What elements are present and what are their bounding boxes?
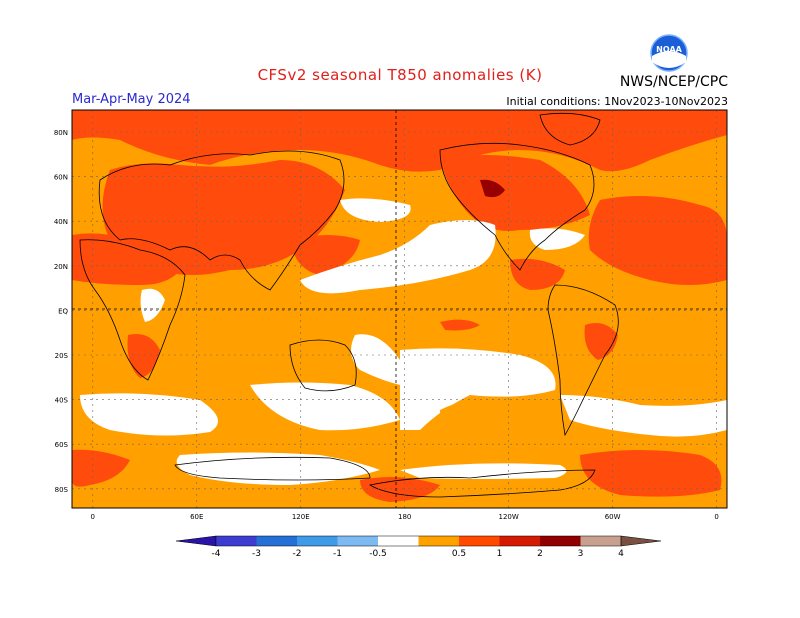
- coast-greenland: [539, 112, 601, 146]
- neutral-region-antarctic-west: [400, 463, 567, 479]
- colorbar-tick-label: 0.5: [452, 549, 466, 559]
- coast-n-america: [439, 142, 595, 271]
- neutral-region-s-australia: [250, 382, 400, 431]
- colorbar-segment: [459, 536, 500, 546]
- map-frame: [71, 109, 728, 509]
- lat-label: 60N: [54, 174, 68, 182]
- hot-region-n-america: [440, 155, 590, 231]
- coast-s-america: [547, 284, 619, 437]
- colorbar-segment: [216, 536, 257, 546]
- colorbar-segment: [499, 536, 540, 546]
- lat-label: 60S: [55, 441, 69, 449]
- latitude-labels: 80N 60N 40N 20N EQ 20S 40S 60S 80S: [54, 129, 69, 494]
- neutral-region-antarctic-east: [176, 452, 380, 485]
- colorbar-tick-label: -1: [333, 549, 342, 559]
- coast-eurasia: [98, 150, 345, 291]
- neutral-region-c-africa: [140, 288, 165, 322]
- lon-label: 120E: [292, 513, 310, 521]
- neutral-region-sw-pacific: [351, 334, 400, 385]
- lon-label: 60E: [190, 513, 203, 521]
- neutral-region-n-pacific: [300, 220, 496, 294]
- lat-label: 80N: [54, 129, 68, 137]
- hot-region-so-west: [72, 449, 130, 487]
- longitude-labels: 0 60E 120E 180 120W 60W 0: [91, 513, 719, 521]
- colorbar-segment: [297, 536, 338, 546]
- colorbar-tick-label: 1: [497, 549, 503, 559]
- lon-label: 0: [91, 513, 95, 521]
- colorbar-frame: [215, 535, 622, 547]
- hot-region-eurasia: [102, 160, 345, 275]
- colorbar: -4 -3 -2 -1 -0.5 0.5 1 2 3 4: [175, 535, 662, 559]
- colorbar-tick-label: -4: [212, 549, 221, 559]
- agency-label: NWS/NCEP/CPC: [619, 74, 728, 90]
- lat-label: EQ: [58, 307, 68, 315]
- neutral-region-s-pacific: [400, 348, 556, 430]
- hot-region-n-africa: [72, 233, 185, 285]
- colorbar-segment: [337, 536, 378, 546]
- lat-label: 20N: [54, 263, 68, 271]
- chart-title: CFSv2 seasonal T850 anomalies (K): [257, 66, 543, 84]
- colorbar-upper-triangle: [620, 535, 662, 547]
- colorbar-segment: [580, 536, 621, 546]
- colorbar-lower-triangle: [175, 535, 217, 547]
- coastlines: [79, 112, 619, 498]
- colorbar-tick-label: 2: [537, 549, 543, 559]
- svg-text:NOAA: NOAA: [656, 45, 682, 54]
- coast-antarctica-west: [368, 469, 596, 498]
- coast-africa: [79, 239, 186, 381]
- season-label: Mar-Apr-May 2024: [72, 92, 191, 107]
- colorbar-segment: [540, 536, 581, 546]
- lon-label: 180: [398, 513, 411, 521]
- noaa-logo: NOAA: [650, 34, 688, 72]
- initial-conditions-label: Initial conditions: 1Nov2023-10Nov2023: [506, 95, 728, 108]
- lat-label: 40S: [55, 397, 69, 405]
- lat-label: 20S: [55, 352, 69, 360]
- lon-label: 0: [714, 513, 718, 521]
- colorbar-tick-label: -0.5: [369, 549, 387, 559]
- lon-label: 60W: [605, 513, 621, 521]
- hot-region-s-america: [584, 322, 618, 360]
- hot-region-arctic: [72, 110, 727, 172]
- hot-region-atlantic: [588, 196, 727, 285]
- colorbar-segment: [256, 536, 297, 546]
- hot-region-w-pacific: [290, 235, 360, 275]
- colorbar-segment: [418, 536, 459, 546]
- coast-australia: [289, 339, 357, 392]
- lon-label: 120W: [499, 513, 519, 521]
- lat-label: 40N: [54, 218, 68, 226]
- hot-region-caribbean: [510, 258, 565, 290]
- colorbar-tick-label: -2: [293, 549, 302, 559]
- colorbar-tick-label: 3: [578, 549, 584, 559]
- colorbar-tick-label: -3: [252, 549, 261, 559]
- anomaly-field: [72, 110, 727, 508]
- neutral-region-s-atlantic: [560, 395, 727, 437]
- hot-region-so-east: [580, 450, 722, 497]
- colorbar-segment: [378, 536, 419, 546]
- coast-antarctica-east: [174, 456, 371, 481]
- colorbar-tick-label: 4: [618, 549, 624, 559]
- hot-region-s-africa: [127, 334, 160, 378]
- neutral-region-s-indian: [80, 393, 218, 436]
- neutral-region-nw-pacific: [340, 198, 411, 222]
- hot-region-eq-pacific: [440, 319, 480, 331]
- warm-region-s-pacific-blob: [440, 398, 545, 453]
- very-hot-region-canada: [480, 179, 505, 198]
- lat-label: 80S: [55, 486, 69, 494]
- neutral-region-gulf: [529, 228, 585, 250]
